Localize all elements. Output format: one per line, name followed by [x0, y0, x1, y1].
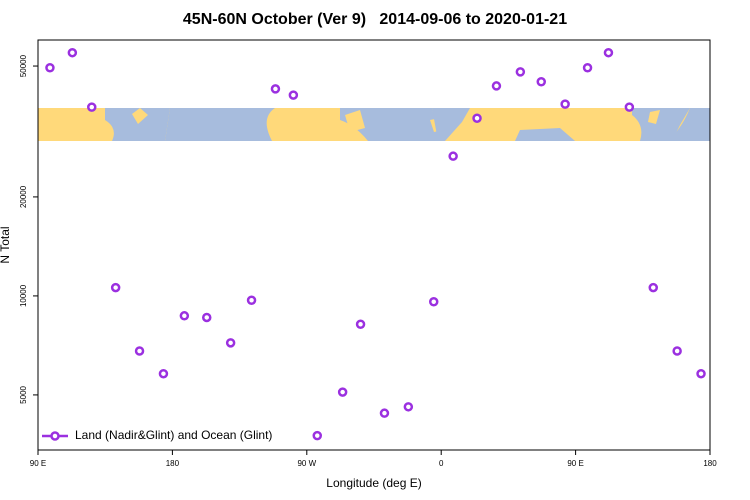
point [560, 99, 570, 109]
point [110, 282, 121, 293]
point [87, 102, 97, 112]
point [696, 368, 706, 379]
x-tick-label: 180 [703, 459, 717, 468]
point [201, 312, 212, 323]
point [648, 282, 659, 293]
y-tick-label: 10000 [19, 284, 28, 307]
point [672, 346, 682, 356]
x-tick-label: 90 E [567, 459, 583, 468]
point [379, 408, 390, 418]
x-tick-label: 180 [166, 459, 180, 468]
y-tick-label: 20000 [19, 185, 28, 208]
point [45, 63, 55, 73]
y-tick-label: 5000 [19, 385, 28, 403]
point [355, 319, 366, 330]
point [491, 81, 502, 91]
map-band [38, 108, 710, 141]
point [472, 113, 482, 123]
point [536, 76, 547, 87]
point [428, 296, 439, 307]
point [246, 295, 257, 306]
chart-title: 45N-60N October (Ver 9) 2014-09-06 to 20… [183, 11, 567, 28]
point [448, 151, 458, 161]
point [179, 311, 190, 321]
legend-label: Land (Nadir&Glint) and Ocean (Glint) [75, 428, 272, 442]
point [312, 430, 323, 441]
y-tick-label: 50000 [19, 54, 28, 77]
x-axis-label: Longitude (deg E) [326, 476, 421, 490]
legend-marker [50, 431, 60, 441]
point [582, 63, 593, 73]
point [225, 338, 236, 348]
x-tick-label: 90 W [297, 459, 316, 468]
point [134, 346, 145, 356]
point [603, 47, 614, 58]
x-tick-label: 0 [439, 459, 444, 468]
y-axis-label: N Total [0, 226, 12, 263]
point [403, 402, 414, 412]
point [158, 368, 169, 379]
point [515, 67, 526, 77]
point [337, 387, 348, 397]
point [624, 102, 635, 112]
point [67, 47, 78, 58]
plot-frame [37, 39, 711, 451]
point [270, 84, 281, 94]
point [288, 90, 299, 100]
x-tick-label: 90 E [30, 459, 46, 468]
